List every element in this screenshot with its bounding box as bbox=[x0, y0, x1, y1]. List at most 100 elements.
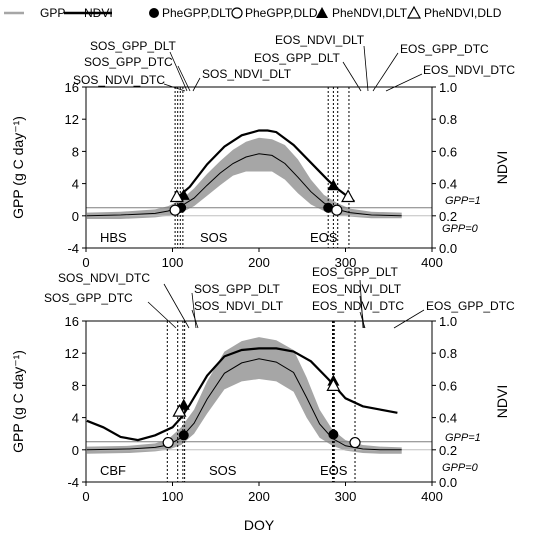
top-threshold-label: GPP=0 bbox=[442, 223, 479, 235]
bottom-annotation-label: EOS_NDVI_DLT bbox=[312, 282, 402, 296]
bottom-xtick-label: 400 bbox=[421, 489, 443, 504]
top-annotation-label: EOS_NDVI_DTC bbox=[423, 63, 515, 77]
top-annotation-leader bbox=[385, 73, 423, 92]
top-y2tick-label: 0.2 bbox=[439, 209, 457, 224]
bottom-region-label: SOS bbox=[209, 463, 237, 478]
bottom-y2tick-label: 0.6 bbox=[439, 378, 457, 393]
top-region-label: SOS bbox=[200, 230, 228, 245]
legend-label: PheNDVI,DLT bbox=[332, 6, 408, 20]
top-xtick-label: 0 bbox=[82, 255, 89, 270]
bottom-y2tick-label: 0.0 bbox=[439, 475, 457, 490]
bottom-xtick-label: 0 bbox=[82, 489, 89, 504]
bottom-xlabel: DOY bbox=[244, 517, 275, 533]
bottom-xtick-label: 100 bbox=[162, 489, 184, 504]
top-xtick-label: 400 bbox=[421, 255, 443, 270]
top-ytick-label: 16 bbox=[65, 80, 79, 95]
top-y2tick-label: 0.6 bbox=[439, 144, 457, 159]
top-threshold-label: GPP=1 bbox=[445, 195, 481, 207]
legend-label: PheNDVI,DLD bbox=[424, 6, 502, 20]
legend-open-circle-icon bbox=[231, 7, 243, 19]
legend-label: GPP bbox=[40, 6, 65, 20]
top-annotation-leader bbox=[363, 45, 369, 92]
top-y2tick-label: 0.0 bbox=[439, 241, 457, 256]
top-annotation-label: EOS_GPP_DLT bbox=[254, 51, 340, 65]
top-annotation-leader bbox=[372, 52, 399, 92]
bottom-annotation-label: EOS_NDVI_DTC bbox=[312, 299, 404, 313]
bottom-phegpp-dlt-marker bbox=[178, 430, 189, 441]
bottom-gpp-band bbox=[86, 337, 402, 454]
top-phegpp-dld-marker bbox=[331, 204, 343, 216]
bottom-annotation-label: EOS_GPP_DTC bbox=[426, 299, 515, 313]
top-xtick-label: 300 bbox=[335, 255, 357, 270]
legend-label: NDVI bbox=[84, 6, 113, 20]
bottom-threshold-label: GPP=1 bbox=[445, 432, 481, 444]
top-phendvi-dld-marker bbox=[169, 189, 184, 203]
top-ytick-label: 8 bbox=[72, 144, 79, 159]
top-annotation-label: SOS_NDVI_DTC bbox=[73, 73, 165, 87]
bottom-ytick-label: 16 bbox=[65, 314, 79, 329]
bottom-ytick-label: -4 bbox=[67, 475, 79, 490]
top-annotation-label: EOS_NDVI_DLT bbox=[275, 33, 365, 47]
top-xtick-label: 100 bbox=[162, 255, 184, 270]
top-ytick-label: 12 bbox=[65, 112, 79, 127]
top-annotation-leader bbox=[192, 77, 201, 92]
top-ytick-label: 4 bbox=[72, 177, 79, 192]
bottom-y2label: NDVI bbox=[494, 385, 510, 418]
top-annotation-label: SOS_GPP_DLT bbox=[90, 39, 176, 53]
top-y2tick-label: 0.8 bbox=[439, 112, 457, 127]
bottom-annotation-leader bbox=[191, 292, 197, 329]
bottom-annotation-label: SOS_NDVI_DLT bbox=[194, 299, 284, 313]
top-annotation-leader bbox=[177, 65, 191, 92]
top-phendvi-dld-marker bbox=[341, 189, 356, 203]
bottom-phegpp-dlt-marker bbox=[328, 429, 339, 440]
top-gpp-band bbox=[86, 137, 402, 219]
bottom-annotation-leader bbox=[163, 283, 190, 329]
bottom-ylabel: GPP (g C day⁻¹) bbox=[10, 350, 26, 453]
top-phendvi-dlt-marker bbox=[327, 179, 340, 191]
bottom-phegpp-dld-marker bbox=[349, 436, 361, 449]
bottom-region-label: EOS bbox=[320, 463, 348, 478]
bottom-xtick-label: 200 bbox=[248, 489, 270, 504]
bottom-phendvi-dld-marker bbox=[172, 403, 187, 417]
bottom-phendvi-dld-marker bbox=[326, 378, 341, 391]
top-annotation-label: EOS_GPP_DTC bbox=[400, 42, 489, 56]
top-ylabel: GPP (g C day⁻¹) bbox=[10, 116, 26, 219]
bottom-ytick-label: 4 bbox=[72, 411, 79, 426]
legend-label: PheGPP,DLD bbox=[245, 6, 318, 20]
bottom-annotation-leader bbox=[359, 311, 366, 329]
top-phegpp-dld-marker bbox=[169, 204, 181, 216]
top-annotation-label: SOS_GPP_DTC bbox=[84, 55, 173, 69]
top-annotation-leader bbox=[342, 61, 362, 92]
legend-filled-circle-icon bbox=[149, 8, 159, 18]
bottom-annotation-leader bbox=[393, 309, 425, 329]
top-region-label: HBS bbox=[100, 230, 127, 245]
top-ytick-label: 0 bbox=[72, 209, 79, 224]
top-phegpp-dlt-marker bbox=[323, 202, 334, 213]
bottom-annotation-label: SOS_GPP_DTC bbox=[44, 291, 133, 305]
bottom-ndvi-line bbox=[86, 347, 398, 442]
bottom-y2tick-label: 0.8 bbox=[439, 346, 457, 361]
bottom-region-label: CBF bbox=[100, 463, 126, 478]
top-ytick-label: -4 bbox=[67, 241, 79, 256]
top-region-label: EOS bbox=[310, 230, 338, 245]
bottom-y2tick-label: 0.4 bbox=[439, 411, 457, 426]
bottom-annotation-leader bbox=[147, 301, 177, 329]
top-annotation-label: SOS_NDVI_DLT bbox=[202, 67, 292, 81]
top-annotation-leader bbox=[163, 83, 186, 92]
legend-open-triangle-icon bbox=[406, 5, 422, 19]
bottom-threshold-label: GPP=0 bbox=[442, 462, 479, 474]
legend-label: PheGPP,DLT bbox=[162, 6, 233, 20]
bottom-phegpp-dld-marker bbox=[162, 436, 174, 449]
bottom-y2tick-label: 0.2 bbox=[439, 443, 457, 458]
bottom-xtick-label: 300 bbox=[335, 489, 357, 504]
bottom-ytick-label: 0 bbox=[72, 443, 79, 458]
bottom-annotation-leader bbox=[191, 309, 199, 329]
legend: GPP NDVI PheGPP,DLT PheGPP,DLD PheNDVI,DLT Ph… bbox=[4, 5, 502, 20]
top-y2tick-label: 1.0 bbox=[439, 80, 457, 95]
bottom-ytick-label: 8 bbox=[72, 378, 79, 393]
top-annotation-leader bbox=[169, 51, 188, 92]
legend-filled-triangle-icon bbox=[316, 7, 328, 18]
